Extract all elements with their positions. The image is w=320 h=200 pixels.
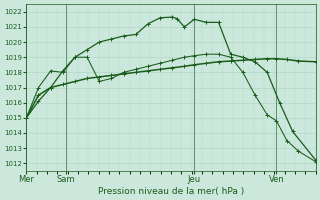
X-axis label: Pression niveau de la mer( hPa ): Pression niveau de la mer( hPa ) (98, 187, 244, 196)
